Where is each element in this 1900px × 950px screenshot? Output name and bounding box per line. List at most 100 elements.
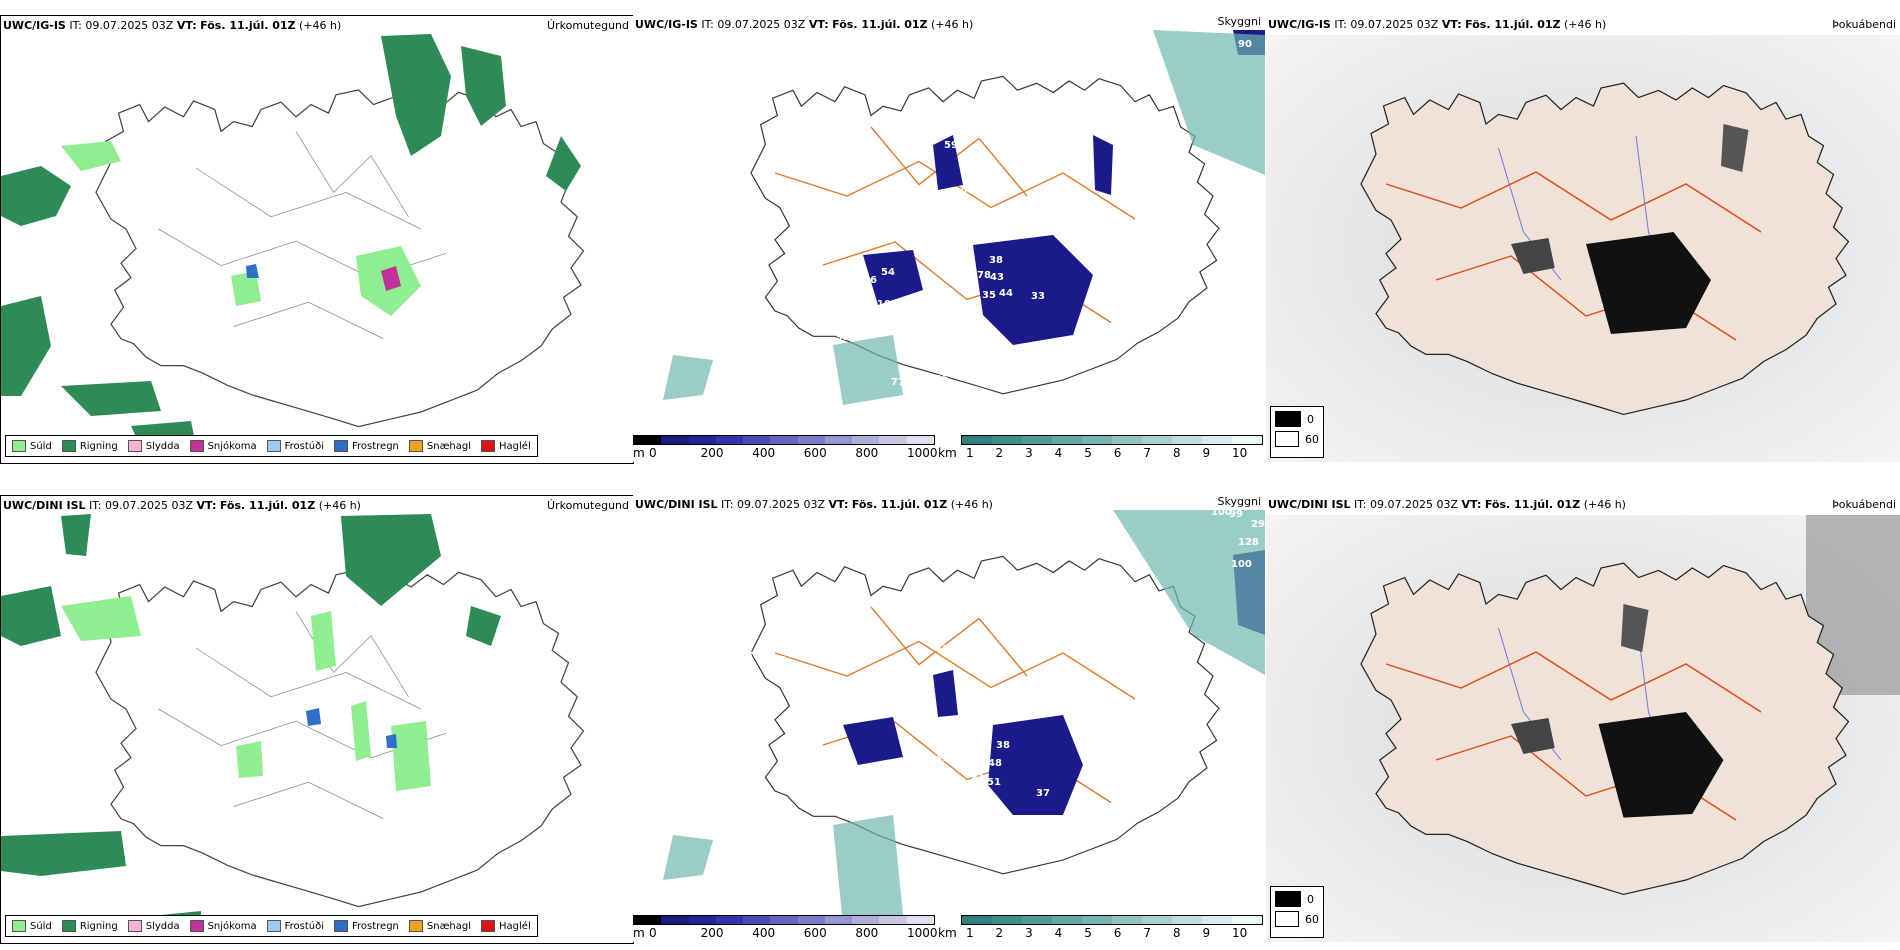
colorbar-step [1172, 436, 1202, 444]
cloud-base-label: 43 [974, 818, 988, 829]
colorbar-step [1082, 436, 1112, 444]
cloud-base-label: 65 [1174, 185, 1188, 196]
cloud-base-label: 90 [1238, 39, 1252, 50]
scale-tick: 200 [700, 926, 724, 940]
colorbar-step [661, 436, 689, 444]
legend-swatch [1275, 411, 1301, 427]
cloud-base-label: 35 [935, 374, 949, 385]
legend-item-rigning: Rigning [61, 920, 118, 932]
scale-tick: 400 [752, 926, 776, 940]
cloud-panel-bottom: 1009929812810063101394641186964148388151… [633, 495, 1265, 942]
legend-swatch [408, 440, 423, 452]
panel-title: UWC/IG-IS IT: 09.07.2025 03Z VT: Fös. 11… [635, 18, 974, 31]
legend-item-rigning: Rigning [61, 440, 118, 452]
colorbar-step [770, 436, 798, 444]
legend-item-slydda: Slydda [127, 440, 180, 452]
visibility-scale-labels: km 1 2 3 4 5 6 7 8 9 10 [938, 926, 1263, 940]
cloud-base-label: 70 [1173, 167, 1187, 178]
cloud-base-label: 97 [862, 311, 876, 322]
legend-swatch [12, 920, 26, 932]
cloud-base-label: 58 [1168, 733, 1182, 744]
cloud-base-label: 72 [935, 254, 949, 265]
fog-legend-row: 0 [1271, 407, 1323, 427]
legend-swatch [61, 440, 76, 452]
cloud-base-label: 100 [1095, 771, 1116, 782]
cloud-base-label: 51 [987, 777, 1001, 788]
legend-swatch [408, 920, 423, 932]
colorbar-step [770, 916, 798, 924]
cloud-base-label: 37 [1036, 788, 1050, 799]
cloud-base-label: 91 [1122, 183, 1136, 194]
cloud-base-label: 78 [991, 177, 1005, 188]
colorbar-step [1172, 916, 1202, 924]
scale-tick: 3 [1025, 446, 1033, 460]
colorbar-step [743, 916, 771, 924]
fog-legend-row: 60 [1271, 427, 1323, 447]
scale-tick: 4 [1054, 926, 1063, 940]
colorbar-step [797, 436, 825, 444]
cloud-base-label: 54 [881, 267, 895, 278]
colorbar-step [688, 916, 716, 924]
colorbar-step [852, 436, 880, 444]
colorbar-step [1022, 916, 1052, 924]
cloud-base-label: 44 [999, 288, 1013, 299]
legend-item-snjokoma: Snjókoma [189, 440, 257, 452]
scale-tick: 5 [1084, 926, 1092, 940]
panel-label: Þokuábendi [1832, 18, 1896, 31]
cloud-base-label: 48 [988, 758, 1002, 769]
cloud-base-label: 75 [1115, 162, 1129, 173]
scale-tick: 0 [649, 926, 657, 940]
legend-swatch [12, 440, 26, 452]
colorbar-step [1202, 916, 1232, 924]
cloud-panel-top: 90 66 59 109 21 59 70 78 231 100 75 70 91 65 87 69 78 54 7… [633, 15, 1265, 462]
fog-map-top [1266, 35, 1900, 462]
colorbar-step [661, 916, 689, 924]
fog-map-bottom [1266, 515, 1900, 942]
legend-item-frostudi: Frostúði [266, 920, 324, 932]
cloudbase-scale-labels: m 0 200 400 600 800 1000 [633, 926, 938, 940]
panel-title: UWC/IG-IS IT: 09.07.2025 03Z VT: Fös. 11… [3, 19, 342, 32]
panel-title: UWC/DINI ISL IT: 09.07.2025 03Z VT: Fös.… [635, 498, 993, 511]
cloud-base-label: 87 [1143, 215, 1157, 226]
scale-unit: m [633, 446, 645, 460]
scale-tick: 9 [1202, 926, 1211, 940]
fog-legend-row: 0 [1271, 887, 1323, 907]
colorbar-step [1202, 436, 1232, 444]
colorbar-step [906, 436, 934, 444]
legend-item-snaehagl: Snæhagl [408, 920, 471, 932]
precip-type-panel-bottom: UWC/DINI ISL IT: 09.07.2025 03Z VT: Fös.… [0, 495, 634, 944]
cloud-base-label: 59 [753, 111, 767, 122]
colorbar-step [1232, 916, 1262, 924]
cloud-base-label: 66 [785, 83, 799, 94]
cloud-base-label: 59 [944, 140, 958, 151]
colorbar-step [715, 436, 744, 444]
cloud-base-label: 29 [963, 319, 977, 330]
cloud-base-label: 21 [825, 111, 839, 122]
cloud-base-label: 43 [990, 272, 1004, 283]
scale-tick: 1 [966, 446, 974, 460]
cloud-base-label: 109 [779, 135, 800, 146]
legend-swatch [266, 920, 281, 932]
cloudbase-colorbar [633, 435, 935, 445]
cloud-base-label: 81 [971, 773, 985, 784]
cloud-base-label: 123 [917, 309, 938, 320]
panel-label: Úrkomutegund [547, 499, 629, 512]
colorbar-step [1052, 436, 1082, 444]
panel-title: UWC/IG-IS IT: 09.07.2025 03Z VT: Fös. 11… [1268, 18, 1607, 31]
scale-tick: 7 [1143, 446, 1151, 460]
legend-item-sudl: Súld [12, 920, 52, 932]
cloud-base-label: 38 [989, 255, 1003, 266]
colorbar-step [1082, 916, 1112, 924]
cloud-base-label: 182 [900, 310, 921, 321]
cloud-base-label: 231 [1037, 109, 1058, 120]
legend-item-frostudi: Frostúði [266, 440, 324, 452]
cloud-base-label: 56 [863, 275, 877, 286]
cloud-base-label: 38 [996, 740, 1010, 751]
legend-swatch [189, 440, 204, 452]
scale-tick: 1000 [907, 446, 938, 460]
precip-legend: Súld Rigning Slydda Snjókoma Frostúði Fr… [5, 435, 538, 457]
cloud-base-label: 63 [766, 565, 780, 576]
visibility-colorbar [961, 435, 1263, 445]
scale-tick: 600 [803, 446, 827, 460]
scale-tick: 400 [752, 446, 776, 460]
